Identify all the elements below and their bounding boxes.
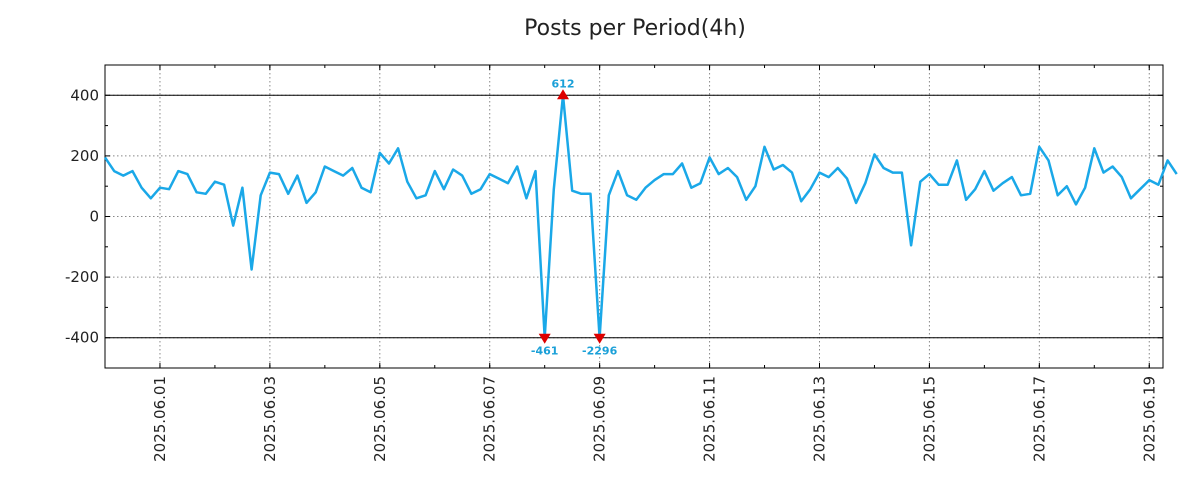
peak-value-label: 612: [552, 77, 575, 90]
reference-lines: [105, 94, 1163, 339]
y-tick-label: -200: [65, 268, 99, 286]
x-tick-label: 2025.06.11: [701, 376, 719, 462]
x-tick-label: 2025.06.05: [371, 376, 389, 462]
peak-value-label: -461: [531, 345, 559, 358]
x-axis: 2025.06.01 2025.06.03 2025.06.05 2025.06.07…: [151, 65, 1158, 462]
y-axis: -400 -200 0 200 400: [65, 64, 1163, 369]
x-tick-label: 2025.06.03: [261, 376, 279, 462]
x-tick-label: 2025.06.07: [481, 376, 499, 462]
chart-title: Posts per Period(4h): [524, 16, 746, 41]
grid-layer: [105, 65, 1163, 368]
y-tick-label: 400: [70, 86, 99, 104]
y-tick-label: 200: [70, 147, 99, 165]
peak-annotations: 612 -461 -2296: [531, 77, 618, 357]
peak-marker-up: [557, 89, 570, 100]
x-tick-label: 2025.06.09: [591, 376, 609, 462]
y-tick-label: -400: [65, 329, 99, 347]
y-tick-label: 0: [89, 208, 99, 226]
peak-marker-down: [538, 333, 551, 344]
peak-marker-down: [593, 333, 606, 344]
series-line: [103, 94, 1178, 339]
peak-value-label: -2296: [582, 345, 618, 358]
x-tick-label: 2025.06.13: [810, 376, 828, 462]
x-tick-label: 2025.06.01: [151, 376, 169, 462]
x-tick-label: 2025.06.15: [920, 376, 938, 462]
x-tick-label: 2025.06.19: [1140, 376, 1158, 462]
x-tick-label: 2025.06.17: [1030, 376, 1048, 462]
